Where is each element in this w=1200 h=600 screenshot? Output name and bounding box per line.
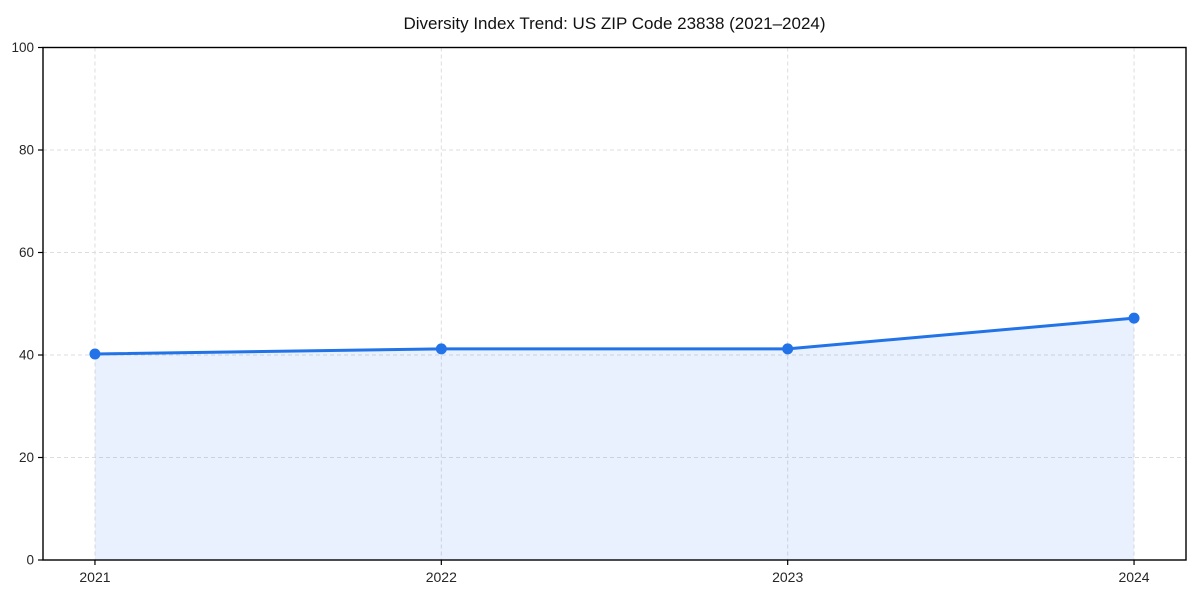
data-point-2022 bbox=[435, 343, 447, 355]
trend-line bbox=[93, 316, 1136, 356]
y-tick-label: 100 bbox=[11, 40, 34, 55]
y-tick-label: 0 bbox=[26, 553, 34, 568]
data-point-2023 bbox=[782, 343, 794, 355]
plot-border bbox=[42, 46, 1187, 561]
area-fill bbox=[94, 318, 1135, 560]
y-tick-label: 20 bbox=[19, 450, 34, 465]
x-tick-label: 2024 bbox=[1118, 569, 1149, 585]
x-tick-label: 2022 bbox=[426, 569, 457, 585]
y-tick-label: 60 bbox=[19, 245, 34, 260]
data-point-2021 bbox=[89, 348, 101, 360]
x-tick-label: 2021 bbox=[79, 569, 110, 585]
data-point-2024 bbox=[1128, 312, 1140, 324]
y-tick-label: 40 bbox=[19, 348, 34, 363]
chart-title: Diversity Index Trend: US ZIP Code 23838… bbox=[403, 14, 825, 33]
plot-area bbox=[43, 47, 1186, 560]
x-tick-label: 2023 bbox=[772, 569, 803, 585]
y-tick-label: 80 bbox=[19, 143, 34, 158]
